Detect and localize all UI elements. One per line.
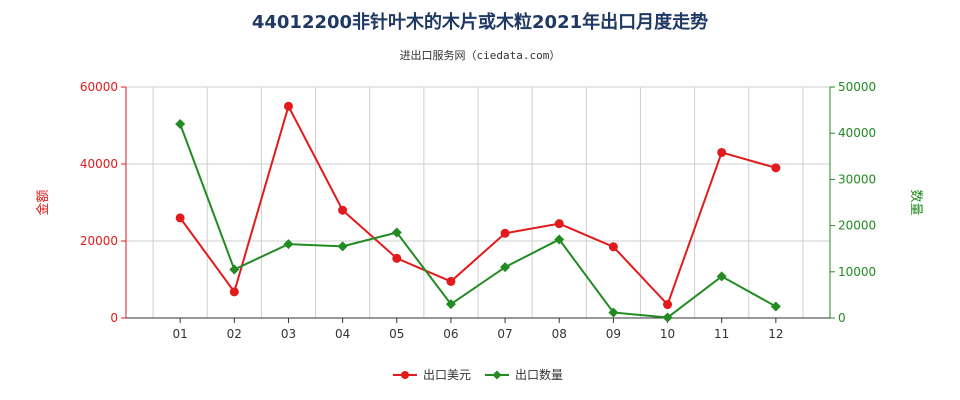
data-point [338,205,348,215]
data-point [662,312,673,323]
x-axis-tick-label: 10 [660,327,675,341]
data-point [392,253,402,263]
x-axis-tick-label: 09 [606,327,621,341]
x-axis-tick-label: 03 [281,327,296,341]
data-point [608,307,619,318]
legend-label: 出口美元 [423,368,471,382]
legend-label: 出口数量 [515,367,563,382]
data-point [283,239,294,250]
x-axis-tick-label: 05 [389,327,404,341]
data-point [554,219,564,229]
left-axis-tick-label: 60000 [80,80,118,94]
legend: 出口美元 出口数量 [393,367,563,382]
right-axis-tick-label: 20000 [838,219,876,233]
x-axis-tick-label: 06 [443,327,458,341]
data-point [283,101,293,111]
x-axis-tick-label: 08 [552,327,567,341]
data-point [716,271,727,282]
data-point [229,264,240,275]
data-point [229,287,239,297]
data-point [391,227,402,238]
data-point [717,147,727,157]
data-point [175,213,185,223]
right-axis-tick-label: 40000 [838,126,876,140]
x-axis-tick-label: 07 [497,327,512,341]
x-axis-tick-label: 02 [227,327,242,341]
right-axis-tick-label: 0 [838,311,846,325]
series-export-quantity [175,118,781,323]
axes: 0 20000 40000 60000 0 10000 20000 30000 40000 500… [35,80,923,341]
legend-item: 出口美元 [393,368,471,382]
x-axis-tick-label: 04 [335,327,350,341]
grid-lines [126,86,830,319]
left-axis-tick-label: 40000 [80,157,118,171]
data-point [608,242,618,252]
x-axis-tick-label: 01 [173,327,188,341]
data-point [770,301,781,312]
data-point [663,300,673,310]
series-line [179,123,777,319]
right-axis-tick-label: 30000 [838,172,876,186]
data-point [337,241,348,252]
right-axis-tick-label: 50000 [838,80,876,94]
legend-item: 出口数量 [485,367,563,382]
data-point [445,299,456,310]
series-export-usd [175,101,781,310]
data-point [500,228,510,238]
left-axis-tick-label: 0 [110,311,118,325]
x-axis-tick-label: 11 [714,327,729,341]
right-axis-title: 数量 [908,189,923,215]
data-point [554,234,565,245]
data-point [446,276,456,286]
series-line [179,103,777,307]
series-layer [175,101,781,323]
legend-swatch-marker [492,370,502,380]
legend-swatch-marker [401,371,409,379]
data-point [175,118,186,129]
x-axis-tick-label: 12 [768,327,783,341]
left-axis-tick-label: 20000 [80,234,118,248]
chart-title: 44012200非针叶木的木片或木粒2021年出口月度走势 [251,12,709,33]
right-axis-tick-label: 10000 [838,265,876,279]
chart-subtitle: 进出口服务网（ciedata.com） [399,49,561,62]
left-axis-title: 金额 [35,189,51,215]
data-point [771,163,781,173]
data-point [500,262,511,273]
